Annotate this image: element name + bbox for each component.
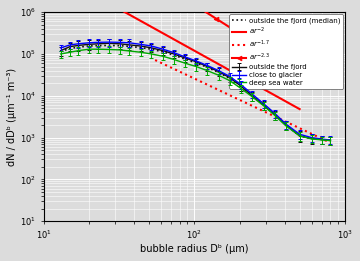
- outside the fjord (median): [284, 123, 288, 127]
- Y-axis label: dN / dDᵇ (μm⁻¹ m⁻³): dN / dDᵇ (μm⁻¹ m⁻³): [7, 68, 17, 166]
- $ar^{-2.3}$: [264, 49, 268, 52]
- outside the fjord (median): [183, 58, 187, 61]
- $ar^{-2.3}$: [247, 38, 252, 41]
- outside the fjord (median): [127, 45, 131, 48]
- X-axis label: bubble radius Dᵇ (μm): bubble radius Dᵇ (μm): [140, 244, 248, 254]
- outside the fjord (median): [194, 61, 198, 64]
- outside the fjord (median): [250, 94, 254, 97]
- outside the fjord (median): [328, 139, 333, 142]
- $ar^{-2.3}$: [197, 6, 201, 9]
- $ar^{-2}$: [149, 25, 153, 28]
- $ar^{-1.7}$: [319, 137, 324, 140]
- outside the fjord (median): [310, 137, 314, 140]
- outside the fjord (median): [138, 46, 143, 49]
- $ar^{-2.3}$: [297, 70, 302, 74]
- Line: $ar^{-2}$: $ar^{-2}$: [116, 7, 300, 109]
- $ar^{-1.7}$: [153, 58, 157, 62]
- outside the fjord (median): [216, 71, 221, 74]
- outside the fjord (median): [59, 50, 63, 53]
- outside the fjord (median): [96, 44, 100, 47]
- Line: $ar^{-1.7}$: $ar^{-1.7}$: [155, 60, 330, 143]
- $ar^{-2}$: [223, 66, 228, 69]
- $ar^{-1.7}$: [186, 74, 191, 78]
- outside the fjord (median): [205, 66, 210, 69]
- $ar^{-2}$: [113, 5, 118, 9]
- outside the fjord (median): [117, 44, 122, 47]
- $ar^{-1.7}$: [257, 108, 262, 111]
- Line: outside the fjord (median): outside the fjord (median): [61, 45, 330, 140]
- Line: $ar^{-2.3}$: $ar^{-2.3}$: [113, 0, 302, 74]
- outside the fjord (median): [149, 48, 154, 51]
- $ar^{-2.3}$: [230, 28, 235, 31]
- outside the fjord (median): [87, 44, 91, 48]
- outside the fjord (median): [171, 54, 176, 57]
- outside the fjord (median): [273, 113, 277, 116]
- outside the fjord (median): [68, 47, 72, 50]
- outside the fjord (median): [107, 44, 111, 47]
- $ar^{-2}$: [156, 29, 161, 32]
- outside the fjord (median): [228, 77, 232, 80]
- outside the fjord (median): [161, 50, 165, 54]
- Legend: outside the fjord (median), $ar^{-2}$, $ar^{-1.7}$, $ar^{-2.3}$, outside the fjo: outside the fjord (median), $ar^{-2}$, $…: [229, 14, 343, 88]
- outside the fjord (median): [297, 134, 302, 138]
- outside the fjord (median): [261, 103, 266, 106]
- $ar^{-2}$: [288, 102, 293, 105]
- $ar^{-2}$: [283, 99, 287, 102]
- outside the fjord (median): [76, 46, 80, 49]
- $ar^{-1.7}$: [314, 134, 318, 138]
- $ar^{-1.7}$: [194, 78, 198, 81]
- outside the fjord (median): [239, 85, 243, 88]
- $ar^{-2}$: [208, 58, 212, 61]
- $ar^{-2.3}$: [214, 17, 218, 20]
- outside the fjord (median): [320, 138, 324, 141]
- $ar^{-2.3}$: [281, 60, 285, 63]
- $ar^{-1.7}$: [243, 101, 248, 104]
- $ar^{-1.7}$: [328, 141, 333, 144]
- $ar^{-2}$: [297, 108, 302, 111]
